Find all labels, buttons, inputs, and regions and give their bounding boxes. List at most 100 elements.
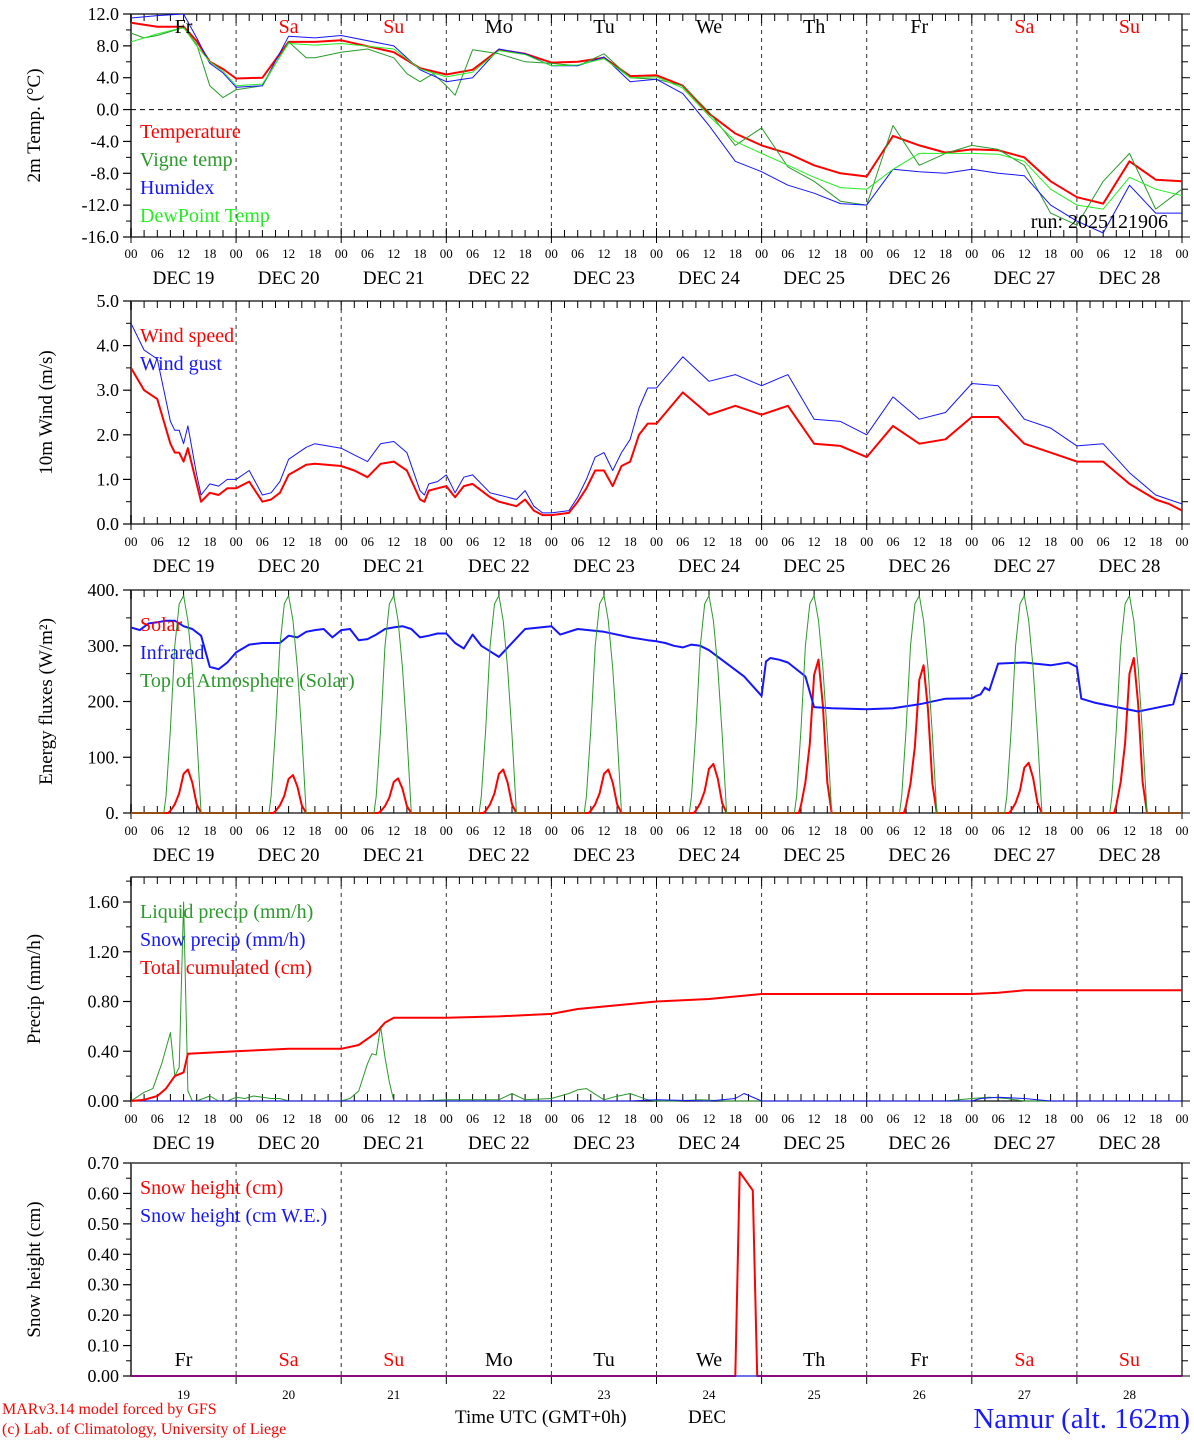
y-tick-label: 0.10 — [88, 1336, 120, 1356]
hour-tick-label: 12 — [1123, 823, 1136, 838]
date-label: DEC 19 — [153, 845, 215, 866]
date-label: DEC 26 — [888, 845, 950, 866]
y-tick-label: 1.0 — [97, 469, 120, 489]
hour-tick-label: 00 — [1176, 534, 1189, 549]
hour-tick-label: 00 — [755, 246, 768, 261]
weekday-label: We — [696, 16, 722, 38]
hour-tick-label: 00 — [1176, 823, 1189, 838]
weekday-label-bottom: Th — [803, 1349, 825, 1371]
date-label: DEC 28 — [1099, 556, 1161, 577]
station-title: Namur (alt. 162m) — [973, 1403, 1190, 1435]
weekday-label-bottom: Sa — [279, 1349, 299, 1371]
hour-tick-label: 06 — [781, 1111, 795, 1126]
hour-tick-label: 18 — [414, 534, 427, 549]
hour-tick-label: 06 — [1097, 246, 1111, 261]
hour-tick-label: 18 — [203, 534, 216, 549]
hour-tick-label: 00 — [440, 246, 453, 261]
lab-credit: (c) Lab. of Climatology, University of L… — [2, 1421, 286, 1438]
hour-tick-label: 18 — [1044, 534, 1057, 549]
hour-tick-label: 12 — [597, 823, 610, 838]
hour-tick-label: 00 — [755, 534, 768, 549]
hour-tick-label: 12 — [703, 534, 716, 549]
date-label: DEC 28 — [1099, 845, 1161, 866]
legend-entry: DewPoint Temp — [140, 205, 270, 227]
hour-tick-label: 06 — [886, 1111, 900, 1126]
hour-tick-label: 00 — [545, 1111, 558, 1126]
y-axis-title: Snow height (cm) — [24, 1201, 45, 1337]
hour-tick-label: 18 — [939, 823, 952, 838]
weekday-label-bottom: Fr — [910, 1349, 928, 1371]
hour-tick-label: 12 — [913, 1111, 926, 1126]
hour-tick-label: 18 — [203, 823, 216, 838]
hour-tick-label: 18 — [624, 1111, 637, 1126]
bottom-minor-ticks — [130, 804, 1183, 819]
y-axis-title: Precip (mm/h) — [24, 934, 45, 1044]
top-minor-ticks — [130, 14, 1183, 23]
hour-tick-label: 06 — [992, 823, 1006, 838]
hour-tick-label: 06 — [886, 534, 900, 549]
hour-tick-label: 12 — [913, 534, 926, 549]
y-tick-label: 0. — [106, 803, 120, 823]
hour-tick-label: 06 — [256, 1111, 270, 1126]
hour-tick-label: 00 — [755, 1111, 768, 1126]
hour-tick-label: 06 — [992, 1111, 1006, 1126]
y-tick-label: 200. — [88, 692, 120, 712]
hour-tick-label: 00 — [545, 823, 558, 838]
hour-tick-label: 00 — [860, 823, 873, 838]
y-tick-label: 1.60 — [88, 892, 120, 912]
hour-tick-label: 06 — [1097, 534, 1111, 549]
day-number-label: 25 — [808, 1387, 821, 1402]
series-line-wind-gust — [131, 323, 1182, 514]
y-tick-label: 0.70 — [88, 1153, 120, 1173]
hour-tick-label: 00 — [545, 534, 558, 549]
y-tick-label: 0.00 — [88, 1366, 120, 1386]
weekday-label-bottom: We — [696, 1349, 722, 1371]
series-line-dewpoint-temp — [131, 27, 1182, 210]
hour-tick-label: 18 — [1149, 1111, 1162, 1126]
hour-tick-label: 00 — [650, 1111, 663, 1126]
hour-tick-label: 06 — [571, 1111, 585, 1126]
legend-entry: Wind speed — [140, 325, 234, 347]
y-tick-label: 0.0 — [97, 514, 120, 534]
y-tick-label: -12.0 — [82, 195, 120, 215]
model-credit: MARv3.14 model forced by GFS — [2, 1401, 217, 1418]
hour-tick-label: 06 — [571, 246, 585, 261]
hour-tick-label: 00 — [440, 534, 453, 549]
hour-tick-label: 12 — [1018, 246, 1031, 261]
hour-tick-label: 06 — [151, 246, 165, 261]
hour-tick-label: 06 — [676, 534, 690, 549]
hour-tick-label: 00 — [1070, 1111, 1083, 1126]
hour-tick-label: 12 — [597, 1111, 610, 1126]
date-label: DEC 28 — [1099, 1133, 1161, 1154]
hour-tick-label: 12 — [492, 1111, 505, 1126]
hour-tick-label: 00 — [860, 534, 873, 549]
day-number-label: 27 — [1018, 1387, 1032, 1402]
hour-tick-label: 00 — [545, 246, 558, 261]
run-annotation: run: 2025121906 — [1031, 211, 1168, 233]
hour-tick-label: 18 — [1044, 246, 1057, 261]
hour-tick-label: 18 — [414, 246, 427, 261]
hour-tick-label: 06 — [676, 246, 690, 261]
hour-tick-label: 12 — [808, 246, 821, 261]
weekday-label-bottom: Fr — [175, 1349, 193, 1371]
x-axis-month: DEC — [688, 1407, 726, 1428]
hour-tick-label: 06 — [361, 1111, 375, 1126]
hour-tick-label: 18 — [519, 1111, 532, 1126]
weekday-label: Sa — [279, 16, 299, 38]
hour-tick-label: 18 — [308, 534, 321, 549]
date-label: DEC 21 — [363, 845, 425, 866]
hour-tick-label: 18 — [203, 1111, 216, 1126]
date-label: DEC 24 — [678, 556, 740, 577]
hour-tick-label: 06 — [781, 823, 795, 838]
hour-tick-label: 00 — [755, 823, 768, 838]
day-number-label: 26 — [913, 1387, 927, 1402]
date-label: DEC 21 — [363, 1133, 425, 1154]
hour-tick-label: 00 — [1070, 823, 1083, 838]
hour-tick-label: 00 — [125, 246, 138, 261]
date-label: DEC 22 — [468, 556, 530, 577]
weekday-label-bottom: Tu — [593, 1349, 615, 1371]
y-tick-label: 4.0 — [97, 68, 120, 88]
hour-tick-label: 18 — [834, 246, 847, 261]
hour-tick-label: 12 — [808, 1111, 821, 1126]
